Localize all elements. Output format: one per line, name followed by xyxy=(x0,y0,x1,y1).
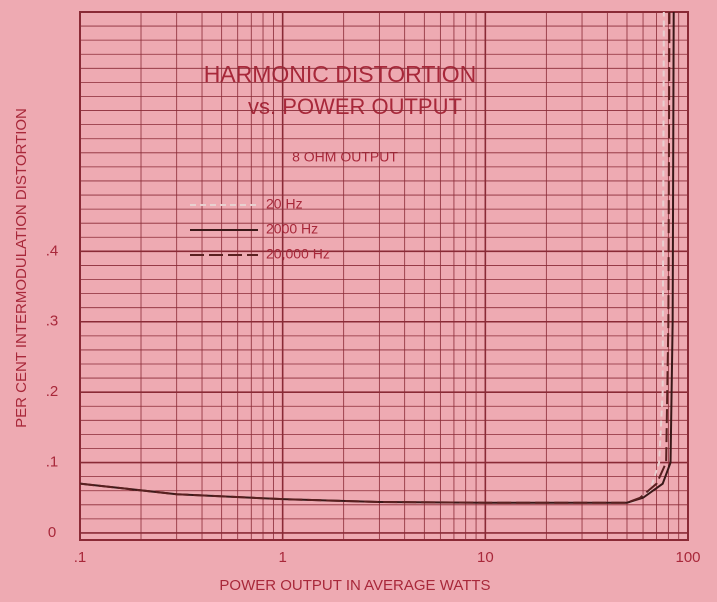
y-tick-label: 0 xyxy=(48,524,56,541)
x-tick-label: 10 xyxy=(477,549,494,566)
x-axis-label: POWER OUTPUT IN AVERAGE WATTS xyxy=(219,577,490,594)
chart-title: HARMONIC DISTORTION xyxy=(204,61,477,87)
series-line xyxy=(79,11,671,504)
y-tick-label: .2 xyxy=(46,383,59,400)
x-tick-label: 1 xyxy=(278,549,286,566)
x-tick-label: 100 xyxy=(675,549,700,566)
y-tick-label: .3 xyxy=(46,313,59,330)
plot-frame xyxy=(79,11,689,541)
x-tick-label: .1 xyxy=(74,549,87,566)
y-tick-label: .1 xyxy=(46,454,59,471)
legend-label: 2000 Hz xyxy=(266,221,318,237)
chart-subtitle: vs. POWER OUTPUT xyxy=(248,94,462,119)
legend-label: 20 Hz xyxy=(266,196,303,212)
legend-label: 20,000 Hz xyxy=(266,246,330,262)
y-tick-label: .4 xyxy=(46,242,59,259)
y-axis-label: PER CENT INTERMODULATION DISTORTION xyxy=(13,108,30,428)
annotation: 8 OHM OUTPUT xyxy=(292,149,398,165)
